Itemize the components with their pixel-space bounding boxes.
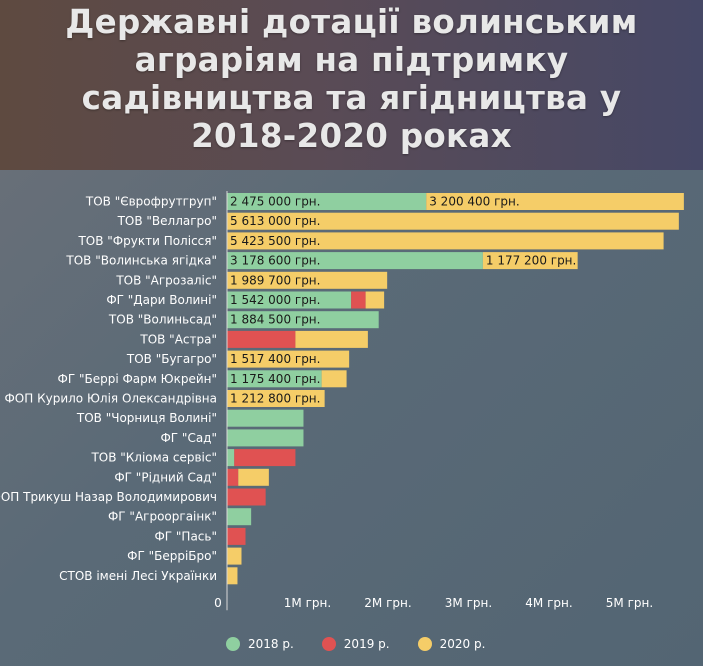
category-label: ТОВ "Агрозаліс" [115, 273, 217, 287]
legend: 2018 р. 2019 р. 2020 р. [226, 634, 513, 654]
legend-swatch-2018 [226, 637, 240, 651]
bar-segment[interactable] [227, 429, 304, 447]
title-line-3: садівництва та ягідництва у [81, 79, 622, 117]
bar-segment[interactable] [227, 330, 296, 348]
bar-segment[interactable] [321, 370, 347, 388]
bar-segment[interactable] [227, 527, 246, 545]
bar-segment[interactable] [351, 291, 366, 309]
x-axis-ticks: 0 1M грн. 2M грн. 3M грн. 4M грн. 5M грн. [214, 191, 653, 611]
bar-segment[interactable] [227, 488, 266, 506]
bar-segment[interactable] [227, 232, 664, 250]
data-label: 5 423 500 грн. [230, 234, 320, 248]
category-label: ТОВ "Кліома сервіс" [90, 451, 217, 465]
data-label: 5 613 000 грн. [230, 214, 320, 228]
bar-segment[interactable] [426, 193, 684, 210]
x-tick-label: 4M грн. [525, 596, 572, 610]
title-line-1: Державні дотації волинським [65, 3, 638, 41]
x-tick-label: 3M грн. [445, 596, 492, 610]
legend-label-2019: 2019 р. [343, 637, 390, 651]
bar-segment[interactable] [238, 468, 269, 486]
category-label: ТОВ "Бугагро" [126, 352, 217, 366]
category-label: ТОВ "Волиньсад" [108, 313, 217, 327]
category-label: ТОВ "Веллагро" [117, 214, 217, 228]
bar-segment[interactable] [227, 212, 679, 230]
x-tick-label: 0 [214, 596, 222, 610]
category-label: ФГ "Пась" [154, 529, 217, 543]
bar-segment[interactable] [227, 390, 325, 407]
bars-layer [227, 193, 684, 585]
category-label: ФГ "Сад" [160, 431, 217, 445]
bar-segment[interactable] [227, 350, 350, 368]
data-label: 1 212 800 грн. [230, 392, 320, 406]
bar-segment[interactable] [227, 449, 235, 467]
category-label: ФГ "Рідний Сад" [114, 470, 217, 484]
legend-item-2020[interactable]: 2020 р. [417, 637, 486, 651]
category-label: СТОВ імені Лесі Українки [59, 569, 217, 583]
bar-segment[interactable] [365, 291, 385, 309]
data-label: 1 989 700 грн. [230, 273, 320, 287]
bar-segment[interactable] [227, 193, 427, 210]
data-label: 3 200 400 грн. [429, 195, 519, 209]
legend-swatch-2020 [417, 637, 432, 651]
legend-swatch-2019 [321, 637, 336, 651]
title-line-4: 2018-2020 роках [191, 117, 512, 155]
bar-segment[interactable] [227, 409, 304, 427]
data-label: 1 517 400 грн. [230, 352, 320, 366]
bar-segment[interactable] [482, 252, 578, 270]
category-label: ФГ "Агрооргаінк" [108, 510, 217, 524]
data-label: 1 177 200 грн. [486, 254, 576, 268]
category-label: ФГ "Дари Волині" [106, 293, 217, 307]
category-label: ФГ "БерріБро" [127, 549, 217, 563]
bar-segment[interactable] [227, 468, 239, 486]
data-label: 1 175 400 грн. [230, 372, 320, 386]
data-labels: 2 475 000 грн. 3 200 400 грн. 5 613 000 гр… [230, 195, 576, 406]
data-label: 1 542 000 грн. [230, 293, 320, 307]
category-label: ФОП Трикуш Назар Володимирович [0, 490, 217, 504]
bar-segment[interactable] [227, 311, 379, 329]
bar-segment[interactable] [227, 370, 322, 388]
category-label: ФОП Курило Юлія Олександрівна [4, 392, 217, 406]
category-label: ТОВ "Чорниця Волині" [76, 411, 217, 425]
legend-item-2019[interactable]: 2019 р. [321, 637, 390, 651]
bar-segment[interactable] [295, 330, 368, 348]
title-line-2: аграріям на підтримку [134, 41, 569, 79]
category-label: ТОВ "Волинська ягідка" [65, 254, 217, 268]
data-label: 2 475 000 грн. [230, 195, 320, 209]
category-label: ТОВ "Астра" [139, 332, 217, 346]
x-tick-label: 1M грн. [284, 596, 331, 610]
bar-segment[interactable] [234, 449, 296, 467]
data-label: 3 178 600 грн. [230, 254, 320, 268]
bar-segment[interactable] [227, 291, 352, 309]
data-label: 1 884 500 грн. [230, 313, 320, 327]
category-label: ТОВ "Єврофрутгруп" [85, 195, 217, 209]
legend-label-2020: 2020 р. [439, 637, 486, 651]
title-banner: Державні дотації волинським аграріям на … [0, 0, 703, 170]
category-label: ФГ "Беррі Фарм Юкрейн" [57, 372, 217, 386]
bar-segment[interactable] [227, 508, 252, 526]
bar-segment[interactable] [227, 271, 388, 289]
category-label: ТОВ "Фрукти Полісся" [77, 234, 217, 248]
legend-item-2018[interactable]: 2018 р. [226, 637, 294, 651]
bar-segment[interactable] [227, 547, 242, 565]
x-tick-label: 2M грн. [364, 596, 411, 610]
x-tick-label: 5M грн. [606, 596, 653, 610]
chart-title: Державні дотації волинським аграріям на … [0, 3, 703, 155]
legend-label-2018: 2018 р. [248, 637, 294, 651]
bar-segment[interactable] [227, 567, 238, 585]
category-labels: ТОВ "Єврофрутгруп" ТОВ "Веллагро" ТОВ "Фру… [0, 195, 217, 583]
bar-segment[interactable] [227, 252, 483, 270]
